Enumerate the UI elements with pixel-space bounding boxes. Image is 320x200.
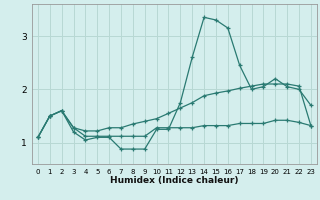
- X-axis label: Humidex (Indice chaleur): Humidex (Indice chaleur): [110, 176, 239, 185]
